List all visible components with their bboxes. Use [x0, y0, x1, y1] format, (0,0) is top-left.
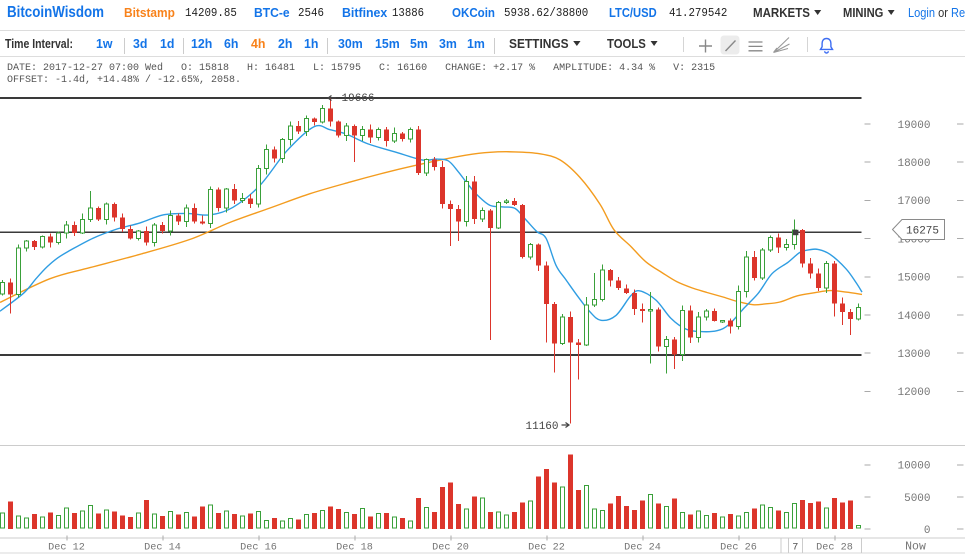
svg-text:Dec 16: Dec 16	[240, 542, 277, 553]
svg-text:17000: 17000	[897, 196, 930, 208]
svg-text:Dec 18: Dec 18	[336, 542, 373, 553]
svg-text:Dec 14: Dec 14	[144, 542, 181, 553]
svg-text:16275: 16275	[906, 226, 939, 238]
svg-text:19000: 19000	[897, 120, 930, 132]
svg-text:12000: 12000	[897, 387, 930, 399]
svg-text:Now: Now	[905, 541, 926, 554]
svg-text:Dec 22: Dec 22	[528, 542, 565, 553]
svg-text:14000: 14000	[897, 311, 930, 323]
svg-text:7: 7	[792, 543, 798, 554]
svg-text:10000: 10000	[897, 461, 930, 473]
svg-text:13000: 13000	[897, 349, 930, 361]
svg-text:15000: 15000	[897, 273, 930, 285]
svg-text:18000: 18000	[897, 158, 930, 170]
svg-text:Dec 26: Dec 26	[720, 542, 757, 553]
svg-text:5000: 5000	[904, 493, 930, 505]
svg-text:19666: 19666	[342, 93, 375, 105]
svg-text:0: 0	[924, 525, 931, 537]
svg-text:Dec 12: Dec 12	[48, 542, 85, 553]
svg-text:Dec 24: Dec 24	[624, 542, 661, 553]
svg-text:11160: 11160	[526, 421, 559, 433]
svg-text:Dec 28: Dec 28	[816, 542, 853, 553]
svg-text:Dec 20: Dec 20	[432, 542, 469, 553]
